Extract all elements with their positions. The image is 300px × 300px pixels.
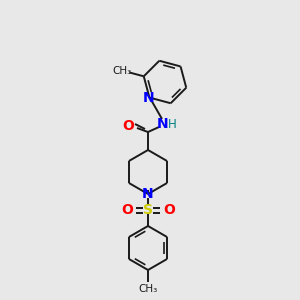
Text: S: S	[143, 203, 153, 217]
Text: H: H	[168, 118, 176, 131]
Text: O: O	[122, 119, 134, 133]
Text: CH₃: CH₃	[113, 66, 132, 76]
Text: CH₃: CH₃	[138, 284, 158, 294]
Text: N: N	[142, 91, 154, 105]
Text: O: O	[163, 203, 175, 217]
Text: N: N	[157, 117, 169, 131]
Text: N: N	[142, 187, 154, 201]
Text: O: O	[121, 203, 133, 217]
